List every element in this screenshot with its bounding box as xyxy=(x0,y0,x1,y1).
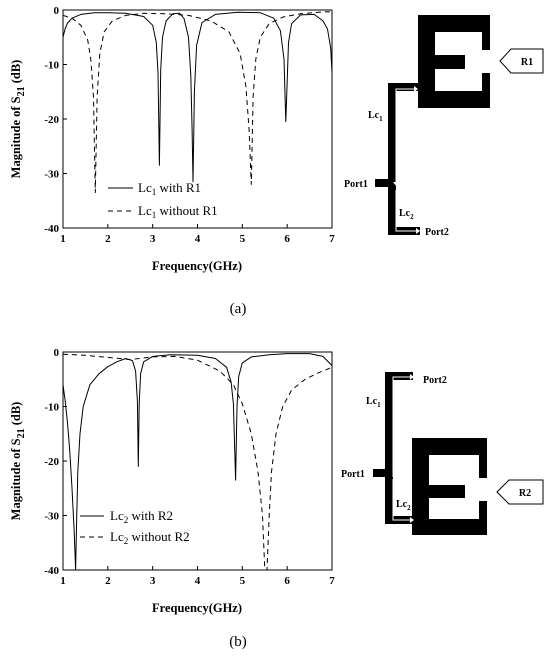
e-resonator-middle-arm xyxy=(418,55,465,69)
e-resonator-bottom-tip xyxy=(482,73,490,108)
x-tick-label: 5 xyxy=(240,233,246,245)
y-tick-label: -30 xyxy=(44,169,59,181)
e-resonator-top-arm-b xyxy=(412,438,487,455)
r2-stub-shape xyxy=(496,479,544,505)
lc2-label-a: Lc2 xyxy=(399,208,414,221)
x-tick-label: 4 xyxy=(195,233,201,245)
chart-a: 0 -10 -20 -30 -40 1 2 3 4 5 6 7 Frequency(GHz) Mag… xyxy=(9,5,335,273)
lc1-arrowhead-bottom xyxy=(393,182,399,186)
series-line-dashed-a xyxy=(62,11,333,194)
x-tick-label: 3 xyxy=(150,575,156,587)
y-tick-label: -10 xyxy=(44,402,59,414)
x-tick-label: 3 xyxy=(150,233,156,245)
y-tick-label: 0 xyxy=(54,347,60,359)
y-ticks-b: 0 -10 -20 -30 -40 xyxy=(44,347,67,577)
x-axis-title-b: Frequency(GHz) xyxy=(152,601,242,615)
lc2-arrowhead xyxy=(416,228,420,234)
legend-label-dashed-a: Lc1 without R1 xyxy=(138,203,218,220)
port2-label-a: Port2 xyxy=(425,227,449,238)
lc1-arrowhead-top xyxy=(414,86,418,92)
lc1-label-a: Lc1 xyxy=(368,110,383,123)
series-line-solid-b xyxy=(62,353,333,571)
port2-label-b: Port2 xyxy=(423,375,447,386)
feed-line-top xyxy=(388,83,420,91)
feed-line-vertical-b xyxy=(385,372,393,524)
x-tick-label: 2 xyxy=(105,233,111,245)
y-tick-label: -40 xyxy=(44,223,59,235)
y-ticks-a: 0 -10 -20 -30 -40 xyxy=(44,5,67,235)
y-tick-label: -20 xyxy=(44,456,59,468)
e-resonator-bottom-tip-b xyxy=(479,501,487,535)
x-ticks-b: 1 2 3 4 5 6 7 xyxy=(60,566,335,587)
figure-a: 0 -10 -20 -30 -40 1 2 3 4 5 6 7 Frequency(GHz) Mag… xyxy=(9,5,544,273)
y-tick-label: -30 xyxy=(44,511,59,523)
lc2-current-path xyxy=(395,190,416,232)
lc1-current-path-b xyxy=(392,376,410,477)
x-tick-label: 2 xyxy=(105,575,111,587)
feed-line-vertical xyxy=(388,83,396,235)
x-ticks-a: 1 2 3 4 5 6 7 xyxy=(60,224,335,245)
y-tick-label: -40 xyxy=(44,565,59,577)
x-tick-label: 6 xyxy=(284,233,290,245)
e-resonator-top-arm xyxy=(418,15,490,32)
legend-label-dashed-b: Lc2 without R2 xyxy=(110,529,190,546)
y-tick-label: -20 xyxy=(44,114,59,126)
legend-b: Lc2 with R2 Lc2 without R2 xyxy=(80,508,190,546)
panel-label-a: (a) xyxy=(229,301,247,317)
port1-stub xyxy=(375,179,389,187)
port1-stub-b xyxy=(373,469,387,477)
lc2-arrowhead-b xyxy=(410,517,414,523)
series-line-solid-a xyxy=(62,11,333,183)
port1-label-a: Port1 xyxy=(344,179,368,190)
e-resonator-bottom-arm xyxy=(418,91,490,108)
lc1-arrowhead-b xyxy=(410,374,414,380)
x-tick-label: 7 xyxy=(329,575,335,587)
plot-frame-b xyxy=(62,351,333,571)
y-tick-label: -10 xyxy=(44,60,59,72)
y-axis-title-a: Magnitude of S21 (dB) xyxy=(9,60,27,179)
legend-label-solid-b: Lc2 with R2 xyxy=(110,508,173,525)
e-resonator-top-tip xyxy=(482,15,490,50)
figure-b: 0 -10 -20 -30 -40 1 2 3 4 5 6 7 Frequency(GHz) Mag… xyxy=(9,347,544,615)
circuit-diagram-a: R1 Lc1 Port1 Lc2 Port2 xyxy=(344,15,544,238)
e-resonator-bottom-arm-b xyxy=(412,519,487,535)
series-line-dashed-b xyxy=(62,353,333,571)
x-tick-label: 7 xyxy=(329,233,335,245)
chart-b: 0 -10 -20 -30 -40 1 2 3 4 5 6 7 Frequency(GHz) Mag… xyxy=(9,347,335,615)
r1-stub-label: R1 xyxy=(521,57,533,68)
e-resonator-top-tip-b xyxy=(479,438,487,478)
panel-label-b: (b) xyxy=(229,634,247,650)
legend-label-solid-a: Lc1 with R1 xyxy=(138,180,201,197)
series-layer-b xyxy=(62,353,333,571)
x-tick-label: 1 xyxy=(60,575,66,587)
x-tick-label: 6 xyxy=(284,575,290,587)
legend-a: Lc1 with R1 Lc1 without R1 xyxy=(108,180,218,220)
y-tick-label: 0 xyxy=(54,5,60,17)
x-tick-label: 4 xyxy=(195,575,201,587)
lc1-label-b: Lc1 xyxy=(366,396,381,409)
x-axis-title-a: Frequency(GHz) xyxy=(152,259,242,273)
feed-line-top-b xyxy=(385,372,413,380)
x-tick-label: 5 xyxy=(240,575,246,587)
port1-label-b: Port1 xyxy=(341,469,365,480)
r1-stub-shape xyxy=(499,48,544,74)
lc1-current-path xyxy=(395,88,414,185)
x-tick-label: 1 xyxy=(60,233,66,245)
y-axis-title-b: Magnitude of S21 (dB) xyxy=(9,402,27,521)
series-layer-a xyxy=(62,11,333,194)
circuit-diagram-b: R2 Port2 Lc1 Port1 Lc2 xyxy=(341,372,544,535)
r2-stub-label: R2 xyxy=(519,488,531,499)
e-resonator-middle-arm-b xyxy=(412,485,465,498)
lc2-label-b: Lc2 xyxy=(396,499,411,512)
lc2-current-path-b xyxy=(392,479,410,521)
